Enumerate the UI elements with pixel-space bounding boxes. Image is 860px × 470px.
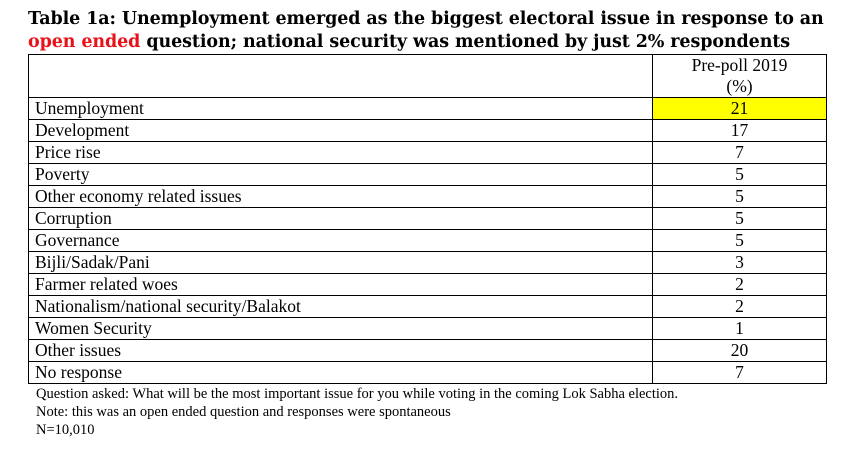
- value-cell: 5: [652, 185, 827, 208]
- issue-cell: Nationalism/national security/Balakot: [28, 295, 653, 318]
- issue-cell: Poverty: [28, 163, 653, 186]
- issue-cell: Governance: [28, 229, 653, 252]
- issues-table: Pre-poll 2019 (%) Unemployment 21 Developm…: [28, 54, 827, 384]
- table-row: Women Security 1: [28, 317, 827, 340]
- title-line-1: Table 1a: Unemployment emerged as the bi…: [28, 9, 824, 29]
- value-cell: 5: [652, 207, 827, 230]
- table-title: Table 1a: Unemployment emerged as the bi…: [28, 8, 828, 54]
- title-line-2-rest: question; national security was mentione…: [140, 32, 791, 52]
- value-cell: 5: [652, 229, 827, 252]
- table-notes: Question asked: What will be the most im…: [36, 385, 828, 439]
- issue-cell: Farmer related woes: [28, 273, 653, 296]
- table-row: No response 7: [28, 361, 827, 384]
- value-cell: 2: [652, 295, 827, 318]
- header-cell-prepoll: Pre-poll 2019 (%): [652, 54, 827, 98]
- issue-cell: Development: [28, 119, 653, 142]
- table-row: Poverty 5: [28, 163, 827, 186]
- value-cell: 17: [652, 119, 827, 142]
- sample-size-note: N=10,010: [36, 422, 95, 438]
- issue-cell: Other issues: [28, 339, 653, 362]
- value-cell: 7: [652, 361, 827, 384]
- title-highlight: open ended: [28, 32, 141, 52]
- value-cell: 7: [652, 141, 827, 164]
- value-cell: 21: [652, 97, 827, 120]
- issue-cell: Unemployment: [28, 97, 653, 120]
- issue-cell: Price rise: [28, 141, 653, 164]
- table-header-row: Pre-poll 2019 (%): [28, 54, 827, 98]
- value-cell: 1: [652, 317, 827, 340]
- table-row: Nationalism/national security/Balakot 2: [28, 295, 827, 318]
- title-line-2: open ended question; national security w…: [28, 31, 828, 54]
- value-cell: 3: [652, 251, 827, 274]
- table-row: Corruption 5: [28, 207, 827, 230]
- issue-cell: Other economy related issues: [28, 185, 653, 208]
- table-row: Governance 5: [28, 229, 827, 252]
- table-row: Farmer related woes 2: [28, 273, 827, 296]
- table-row: Other issues 20: [28, 339, 827, 362]
- issue-cell: Bijli/Sadak/Pani: [28, 251, 653, 274]
- table-row: Other economy related issues 5: [28, 185, 827, 208]
- document-page: Table 1a: Unemployment emerged as the bi…: [28, 8, 828, 439]
- issue-cell: Corruption: [28, 207, 653, 230]
- table-row: Unemployment 21: [28, 97, 827, 120]
- header-unit-label: (%): [726, 76, 753, 96]
- value-cell: 2: [652, 273, 827, 296]
- issue-cell: Women Security: [28, 317, 653, 340]
- table-row: Price rise 7: [28, 141, 827, 164]
- header-cell-issue: [28, 54, 653, 98]
- table-row: Bijli/Sadak/Pani 3: [28, 251, 827, 274]
- issue-cell: No response: [28, 361, 653, 384]
- value-cell: 5: [652, 163, 827, 186]
- spontaneous-note: Note: this was an open ended question an…: [36, 404, 451, 420]
- table-row: Development 17: [28, 119, 827, 142]
- value-cell: 20: [652, 339, 827, 362]
- question-asked-note: Question asked: What will be the most im…: [36, 386, 679, 402]
- header-prepoll-label: Pre-poll 2019: [691, 55, 788, 75]
